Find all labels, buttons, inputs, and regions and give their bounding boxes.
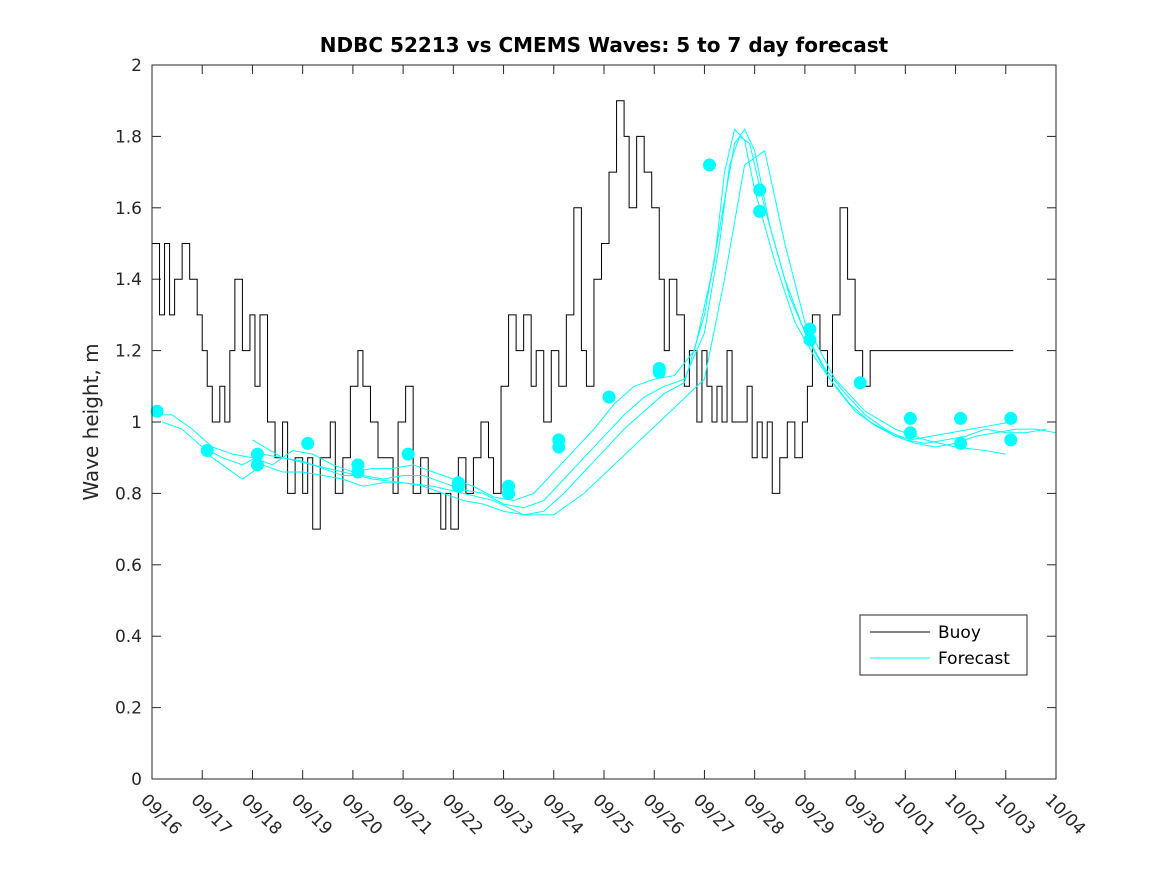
forecast-marker bbox=[903, 411, 917, 425]
y-tick-label: 1.2 bbox=[115, 342, 142, 362]
y-tick-label: 1.8 bbox=[115, 127, 142, 147]
forecast-marker bbox=[1004, 411, 1018, 425]
forecast-marker bbox=[502, 486, 516, 500]
forecast-marker bbox=[602, 390, 616, 404]
forecast-series-line bbox=[201, 128, 1011, 516]
chart-title: NDBC 52213 vs CMEMS Waves: 5 to 7 day fo… bbox=[320, 33, 889, 57]
forecast-marker bbox=[200, 444, 214, 458]
forecast-marker bbox=[954, 436, 968, 450]
legend: Buoy Forecast bbox=[859, 614, 1028, 676]
plot-area-frame bbox=[151, 64, 1057, 780]
y-tick-label: 1.6 bbox=[115, 199, 142, 219]
forecast-marker bbox=[753, 183, 767, 197]
y-tick-label: 1.4 bbox=[115, 270, 142, 290]
forecast-series-line bbox=[152, 128, 1057, 502]
y-tick-label: 0.6 bbox=[115, 556, 142, 576]
forecast-series-line bbox=[252, 149, 1006, 516]
forecast-marker bbox=[451, 479, 465, 493]
forecast-marker bbox=[351, 465, 365, 479]
forecast-marker bbox=[250, 458, 264, 472]
forecast-marker bbox=[753, 204, 767, 218]
y-tick-label: 0.8 bbox=[115, 484, 142, 504]
legend-box bbox=[859, 614, 1028, 676]
forecast-marker bbox=[150, 404, 164, 418]
forecast-marker bbox=[954, 411, 968, 425]
forecast-marker bbox=[903, 426, 917, 440]
legend-buoy-label: Buoy bbox=[938, 623, 981, 643]
forecast-marker bbox=[250, 447, 264, 461]
forecast-marker bbox=[702, 158, 716, 172]
forecast-marker bbox=[803, 333, 817, 347]
forecast-marker bbox=[853, 376, 867, 390]
y-tick-label: 0 bbox=[131, 770, 142, 790]
forecast-marker bbox=[301, 436, 315, 450]
y-tick-label: 1 bbox=[131, 413, 142, 433]
y-tick-label: 0.2 bbox=[115, 699, 142, 719]
forecast-marker bbox=[803, 322, 817, 336]
y-tick-label: 2 bbox=[131, 56, 142, 76]
forecast-marker bbox=[1004, 433, 1018, 447]
buoy-series-line bbox=[152, 100, 1014, 530]
y-axis-label: Wave height, m bbox=[79, 343, 103, 500]
forecast-marker bbox=[652, 365, 666, 379]
forecast-marker bbox=[401, 447, 415, 461]
forecast-marker bbox=[552, 440, 566, 454]
legend-forecast-label: Forecast bbox=[938, 649, 1010, 669]
y-tick-label: 0.4 bbox=[115, 627, 142, 647]
